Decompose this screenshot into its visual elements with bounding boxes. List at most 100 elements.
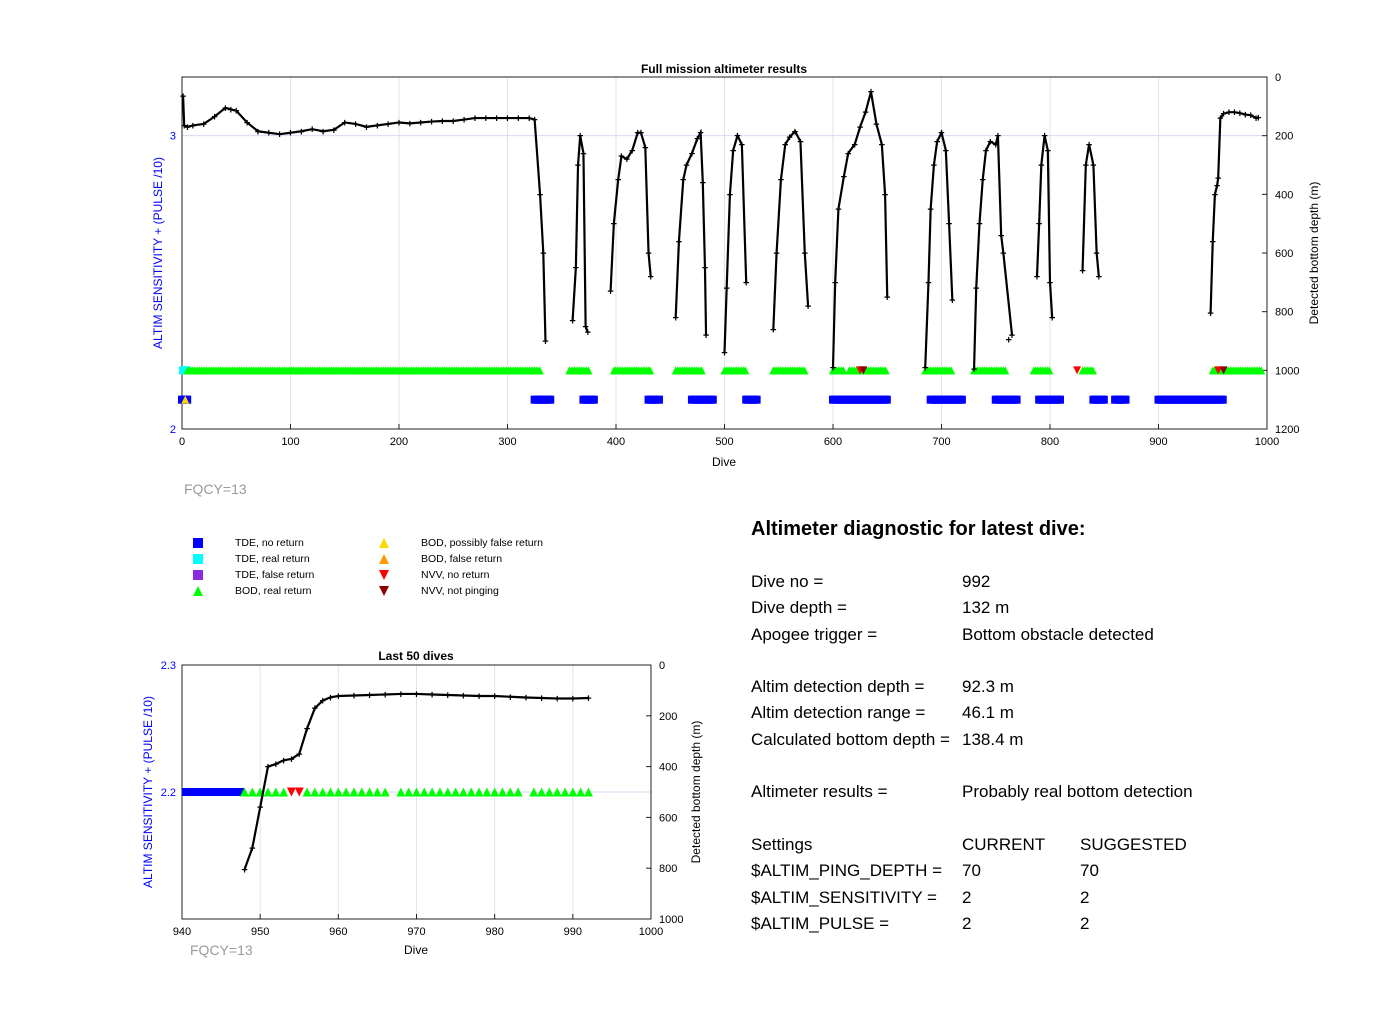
depth-point: + [570,694,576,706]
depth-point: + [1049,313,1055,325]
y2-tick-label: 400 [1275,189,1293,201]
marker [957,395,966,404]
legend-label: TDE, false return [235,569,315,581]
det-depth-row: Altim detection depth = 92.3 m [751,674,1351,700]
depth-point: + [634,128,640,140]
depth-point: + [739,139,745,151]
marker [365,787,375,797]
marker [396,787,406,797]
depth-point: + [287,128,293,140]
marker [357,787,367,797]
marker [1055,395,1064,404]
ping-depth-row: $ALTIM_PING_DEPTH = 70 70 [751,858,1351,884]
marker [589,395,598,404]
depth-point: + [445,690,451,702]
depth-point: + [998,230,1004,242]
sensitivity-row: $ALTIM_SENSITIVITY = 2 2 [751,885,1351,911]
depth-point: + [569,315,575,327]
x-tick-label: 800 [1041,436,1059,448]
depth-point: + [805,301,811,313]
pulse-row: $ALTIM_PULSE = 2 2 [751,911,1351,937]
legend-label: TDE, no return [235,537,304,549]
depth-point: + [700,178,706,190]
chart-title: Last 50 dives [378,649,454,663]
marker [318,787,328,797]
depth-point: + [366,690,372,702]
marker [583,787,593,797]
depth-point: + [309,124,315,136]
marker [482,787,492,797]
x-tick-label: 0 [179,436,185,448]
depth-point: + [398,689,404,701]
marker [404,787,414,797]
calc-depth-row: Calculated bottom depth = 138.4 m [751,727,1351,753]
depth-point: + [797,137,803,149]
x-tick-label: 990 [564,926,582,938]
depth-point: + [1009,330,1015,342]
legend-label: NVV, no return [421,569,490,581]
depth-point: + [312,703,318,715]
x-tick-label: 1000 [639,926,663,938]
marker [697,366,706,375]
legend-swatch [379,538,389,548]
y2-axis-label: Detected bottom depth (m) [1307,182,1321,325]
full-mission-chart: Full mission altimeter results 0 100 200 30… [151,62,1321,469]
depth-point: + [382,689,388,701]
depth-point: + [180,91,186,103]
value: 138.4 m [962,729,1024,749]
marker [326,787,336,797]
y2-tick-label: 800 [1275,307,1293,319]
depth-point: + [1047,277,1053,289]
legend-label: BOD, possibly false return [421,537,543,549]
depth-point: + [868,87,874,99]
label: Settings [751,834,813,854]
label: $ALTIM_PULSE = [751,913,890,933]
y2-tick-label: 800 [659,863,677,875]
legend-item: BOD, false return [376,551,502,567]
fqcy-label-top: FQCY=13 [184,481,247,497]
marker [279,787,289,797]
depth-point: + [222,103,228,115]
depth-point: + [331,125,337,137]
marker [458,787,468,797]
marker [294,787,304,797]
depth-point: + [946,219,952,231]
depth-point: + [1210,236,1216,248]
marker [882,395,891,404]
bottom-depth-series: ++++ + + + ++++ + + + + + + + + + + + + + + + + + + [241,689,591,877]
legend-marker [379,538,389,548]
y2-tick-label: 200 [1275,131,1293,143]
y2-tick-label: 600 [659,812,677,824]
marker [372,787,382,797]
depth-point: + [802,248,808,260]
marker [1218,395,1227,404]
depth-point: + [266,128,272,140]
label: Dive depth = [751,598,847,618]
depth-point: + [249,843,255,855]
legend-marker [193,586,203,596]
depth-point: + [319,696,325,708]
depth-point: + [244,117,250,129]
return-markers [181,787,593,797]
marker [881,366,890,375]
depth-point: + [460,690,466,702]
x-axis-label: Dive [404,943,428,957]
y2-tick-label: 1000 [1275,365,1299,377]
last-50-dives-chart: Last 50 dives 940 950 960 970 980 990 1000 2.2… [141,649,703,957]
depth-point: + [1253,113,1259,125]
marker [1045,366,1054,375]
y2-tick-label: 1000 [659,914,683,926]
marker [490,787,500,797]
depth-point: + [676,236,682,248]
depth-point: + [1248,110,1254,122]
depth-point: + [255,126,261,138]
marker [427,787,437,797]
y2-ticks: 0 200 400 600 800 1000 [646,660,683,926]
depth-point: + [298,126,304,138]
depth-point: + [288,754,294,766]
y-ticks: 23 [170,131,176,436]
depth-point: + [778,175,784,187]
marker [236,788,245,796]
y-tick-label: 3 [170,131,176,143]
depth-point: + [743,277,749,289]
